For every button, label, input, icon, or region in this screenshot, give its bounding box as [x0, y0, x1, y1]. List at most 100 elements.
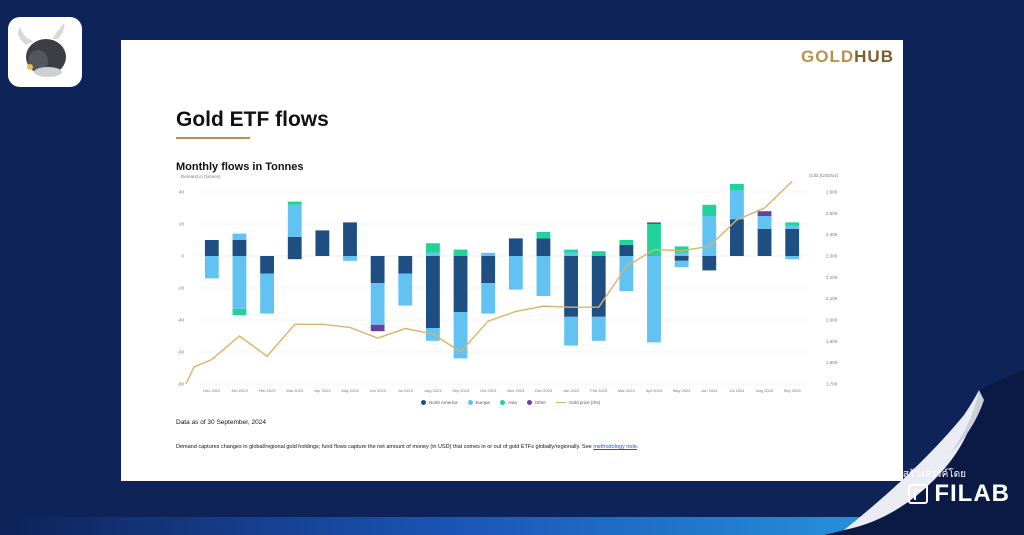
bar-north-america	[757, 228, 772, 256]
bar-europe	[232, 233, 247, 240]
bar-asia	[426, 243, 440, 253]
filab-mark-icon	[908, 484, 929, 504]
legend-item-gold-price: Gold price (rhs)	[556, 400, 600, 405]
bar-north-america	[564, 256, 578, 317]
y2-tick-label: 2,500	[826, 211, 838, 216]
y2-tick-label: 2,300	[826, 254, 838, 259]
bar-europe	[343, 256, 357, 261]
bar-europe	[508, 256, 523, 290]
bar-europe	[730, 190, 744, 220]
x-tick-label: Jul 2023	[398, 388, 414, 393]
page-title: Gold ETF flows	[176, 108, 329, 131]
report-card: GOLDHUB Gold ETF flows Monthly flows in …	[121, 40, 903, 481]
x-tick-label: Feb 2024	[590, 388, 608, 393]
bar-europe	[702, 216, 717, 256]
x-tick-label: Oct 2023	[480, 388, 497, 393]
gold-price-line	[185, 180, 793, 385]
bar-asia	[647, 224, 661, 256]
bar-north-america	[370, 256, 385, 284]
x-tick-label: Dec 2023	[535, 388, 553, 393]
bar-north-america	[287, 236, 302, 256]
y-tick-label: -40	[177, 318, 184, 323]
bar-europe	[398, 273, 413, 306]
x-tick-label: Jul 2024	[729, 388, 745, 393]
legend-swatch	[526, 400, 532, 405]
x-tick-label: Nov 2023	[507, 388, 525, 393]
x-tick-label: Jan 2024	[563, 388, 580, 393]
legend-swatch	[500, 400, 506, 405]
x-tick-label: Apr 2024	[646, 388, 663, 393]
bar-europe	[287, 204, 302, 237]
footer-note: Demand captures changes in global/region…	[176, 444, 639, 450]
legend-item-asia: Asia	[500, 400, 517, 405]
title-underline	[176, 137, 250, 139]
bar-asia	[619, 240, 634, 245]
bar-north-america	[453, 256, 468, 312]
x-tick-label: Jun 2024	[701, 388, 718, 393]
x-tick-label: Aug 2023	[424, 388, 442, 393]
bar-asia	[232, 308, 247, 316]
bar-europe	[785, 256, 800, 260]
y-tick-label: -60	[177, 350, 184, 355]
bar-north-america	[426, 256, 440, 328]
methodology-link[interactable]: methodology note	[593, 444, 637, 450]
bar-europe	[426, 252, 440, 256]
y2-tick-label: 2,100	[826, 296, 838, 301]
bar-north-america	[619, 244, 634, 256]
bar-north-america	[730, 219, 744, 256]
x-tick-label: May 2024	[673, 388, 691, 393]
bull-logo	[8, 17, 82, 87]
y2-tick-label: 2,600	[826, 190, 838, 195]
x-tick-label: Apr 2023	[314, 388, 331, 393]
bar-europe	[232, 256, 247, 309]
bar-asia	[785, 222, 800, 226]
bar-europe	[481, 252, 496, 256]
bar-europe	[785, 225, 800, 229]
x-tick-label: Feb 2023	[259, 388, 277, 393]
x-tick-label: Sep 2023	[452, 388, 470, 393]
legend-item-north-america: North America	[421, 400, 458, 405]
y2-tick-label: 2,200	[826, 275, 838, 280]
y2-tick-label: 1,900	[826, 339, 838, 344]
bar-north-america	[343, 222, 357, 256]
bar-other	[647, 222, 661, 224]
bar-asia	[702, 204, 717, 216]
bar-north-america	[481, 256, 496, 284]
bar-other	[757, 211, 772, 216]
page-curl-decoration	[824, 370, 1024, 535]
y-tick-label: -80	[177, 382, 184, 387]
filab-logo: FILAB	[908, 480, 1010, 508]
bar-asia	[591, 251, 606, 256]
data-date-note: Data as of 30 September, 2024	[176, 419, 266, 426]
y2-tick-label: 2,400	[826, 232, 838, 237]
bar-europe	[674, 260, 689, 268]
x-tick-label: Mar 2023	[286, 388, 304, 393]
y-axis-label-left: Demand in (tonnes)	[181, 174, 221, 179]
goldhub-logo: GOLDHUB	[801, 47, 894, 66]
y-tick-label: 0	[181, 254, 184, 259]
bar-north-america	[398, 256, 413, 274]
bar-asia	[287, 201, 302, 205]
bar-other	[370, 324, 385, 332]
y-tick-label: 20	[179, 222, 185, 227]
legend-item-other: Other	[526, 400, 546, 405]
bar-north-america	[287, 256, 302, 260]
x-tick-label: Jun 2023	[369, 388, 386, 393]
y2-tick-label: 1,800	[826, 360, 838, 365]
bar-europe	[370, 283, 385, 325]
bar-europe	[757, 216, 772, 229]
bottom-gradient-bar	[0, 517, 1024, 535]
bar-north-america	[508, 238, 523, 256]
legend-swatch	[556, 401, 567, 404]
y2-tick-label: 1,700	[826, 382, 838, 387]
y2-tick-label: 2,000	[826, 318, 838, 323]
x-tick-label: May 2023	[341, 388, 359, 393]
y-tick-label: -20	[177, 286, 184, 291]
bar-europe	[453, 312, 468, 359]
bar-europe	[204, 256, 219, 279]
x-tick-label: Jan 2023	[231, 388, 248, 393]
bar-europe	[564, 316, 578, 346]
bar-europe	[481, 283, 496, 314]
bar-europe	[260, 273, 274, 314]
chart-legend: North America Europe Asia Other Gold pri…	[421, 400, 600, 405]
